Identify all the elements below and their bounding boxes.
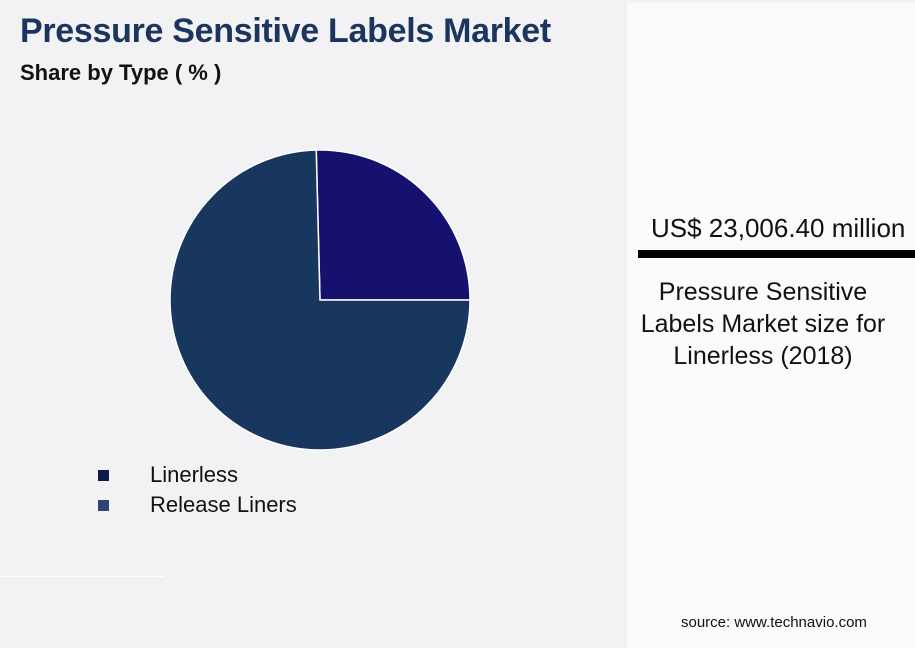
legend-swatch-icon xyxy=(98,499,109,511)
side-panel xyxy=(627,3,915,648)
legend-item-release-liners: Release Liners xyxy=(98,490,297,520)
legend-item-linerless: Linerless xyxy=(98,460,297,490)
pie-slice-linerless xyxy=(169,149,471,451)
chart-subtitle: Share by Type ( % ) xyxy=(20,60,222,85)
chart-title: Pressure Sensitive Labels Market xyxy=(20,12,551,50)
market-size-value: US$ 23,006.40 million xyxy=(651,213,906,243)
pie-slice-release-liners xyxy=(315,149,471,301)
value-underline xyxy=(638,250,915,258)
market-size-description: Pressure Sensitive Labels Market size fo… xyxy=(640,278,886,370)
divider xyxy=(0,576,165,577)
source-credit: source: www.technavio.com xyxy=(681,614,867,631)
legend-swatch-icon xyxy=(98,469,109,481)
pie-svg xyxy=(169,149,471,451)
legend: Linerless Release Liners xyxy=(98,460,297,520)
pie-chart xyxy=(168,148,472,452)
legend-label: Linerless xyxy=(150,462,239,487)
legend-label: Release Liners xyxy=(150,492,297,517)
